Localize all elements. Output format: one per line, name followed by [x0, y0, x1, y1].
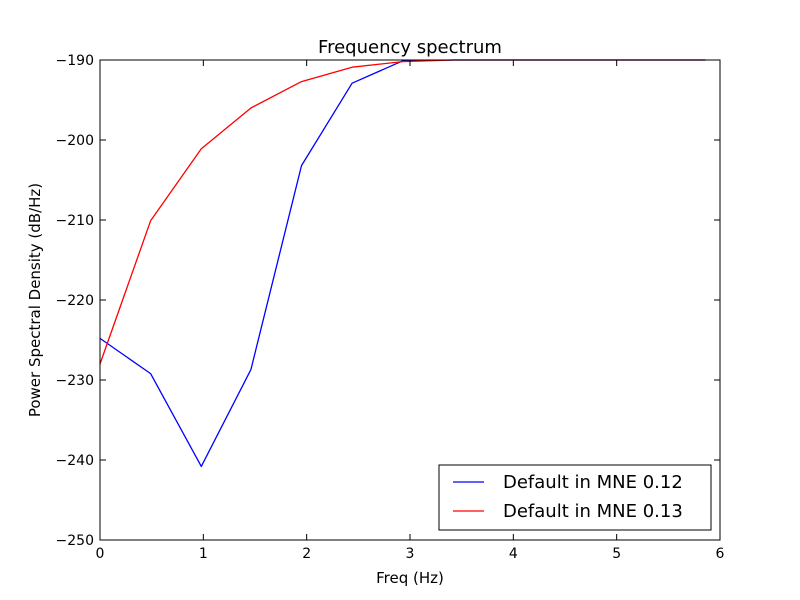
plot-frame — [99, 59, 721, 541]
x-tick-label: 4 — [509, 546, 518, 562]
x-tick-label: 5 — [612, 546, 621, 562]
y-tick-label: −220 — [56, 293, 94, 309]
x-tick-label: 0 — [96, 546, 105, 562]
x-tick-label: 2 — [302, 546, 311, 562]
legend-label-2: Default in MNE 0.13 — [503, 501, 683, 522]
y-tick-label: −200 — [56, 133, 94, 149]
y-tick-label: −190 — [56, 53, 94, 69]
x-tick-label: 1 — [199, 546, 208, 562]
y-tick-label: −230 — [56, 373, 94, 389]
plot-area — [100, 60, 720, 540]
legend-frame — [438, 464, 712, 531]
y-tick-label: −240 — [56, 453, 94, 469]
x-tick-label: 3 — [406, 546, 415, 562]
y-tick-label: −210 — [56, 213, 94, 229]
chart-title: Frequency spectrum — [318, 37, 502, 58]
y-tick-label: −250 — [56, 533, 94, 549]
x-tick-label: 6 — [716, 546, 725, 562]
legend-label-1: Default in MNE 0.12 — [503, 472, 683, 493]
x-axis-label: Freq (Hz) — [376, 569, 444, 587]
y-axis-label: Power Spectral Density (dB/Hz) — [26, 183, 44, 417]
legend: Default in MNE 0.12 Default in MNE 0.13 — [438, 464, 712, 531]
